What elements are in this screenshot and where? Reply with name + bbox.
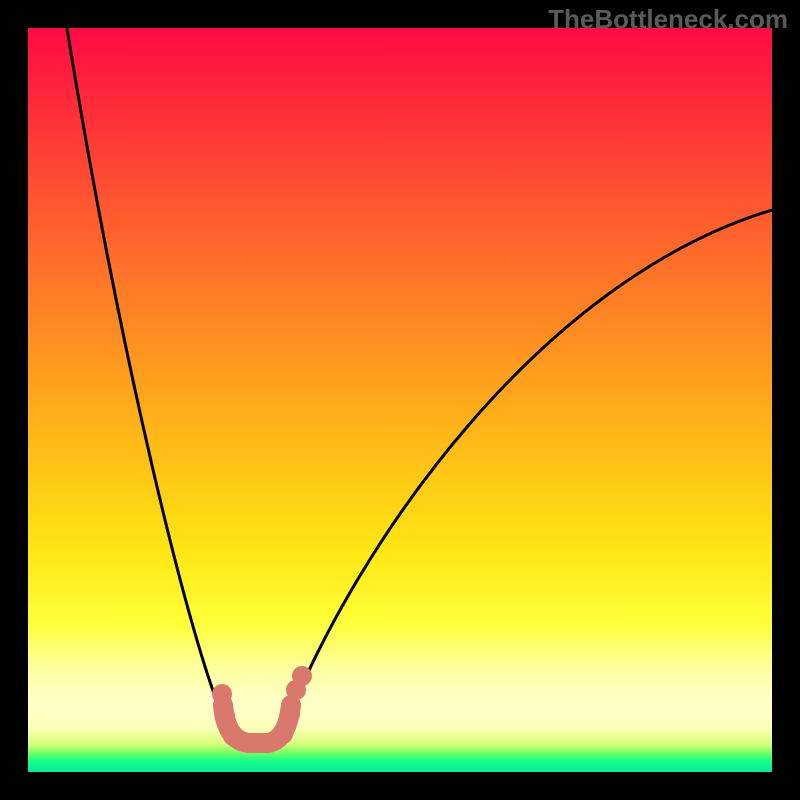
highlight-marker (273, 724, 293, 744)
bottleneck-curve-right (288, 210, 772, 718)
curve-layer (0, 0, 800, 800)
chart-frame: TheBottleneck.com (0, 0, 800, 800)
bottleneck-curve-left (64, 10, 223, 717)
highlight-marker (280, 704, 300, 724)
highlight-marker (212, 684, 232, 704)
highlight-marker (239, 733, 259, 753)
highlight-marker (292, 666, 312, 686)
highlight-marker (215, 706, 235, 726)
